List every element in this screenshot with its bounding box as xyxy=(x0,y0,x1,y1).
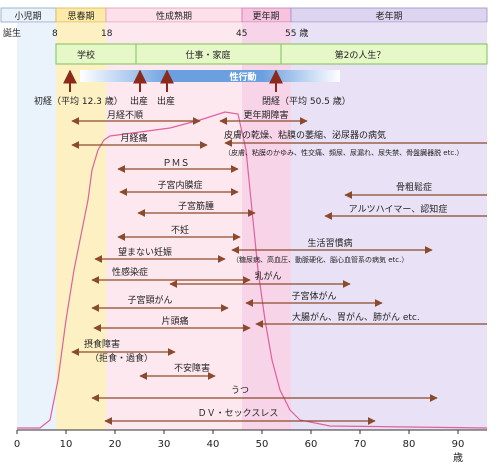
depression-label: うつ xyxy=(231,385,249,396)
skin-mucosa-note: （皮膚、粘膜のかゆみ、性交痛、頻尿、尿漏れ、尿失禁、骨盤臓器脱 etc.） xyxy=(224,148,463,157)
x-tick-label: 0 xyxy=(14,439,20,450)
sti-label: 性感染症 xyxy=(112,266,148,278)
birth2-label: 出産 xyxy=(157,95,175,107)
social-second-life-box xyxy=(280,43,488,65)
hormone-curve xyxy=(17,111,488,429)
sexual-activity-label: 性行動 xyxy=(229,71,256,83)
endometrial-cancer-label: 子宮体がん xyxy=(291,290,336,302)
x-tick-label: 70 xyxy=(354,439,367,450)
age-mark-8: 8 xyxy=(52,29,58,39)
skin-mucosa-label: 皮膚の乾燥、粘膜の萎縮、泌尿器の病気 xyxy=(224,129,386,141)
x-tick-label: 30 xyxy=(158,439,171,450)
osteoporosis-label: 骨粗鬆症 xyxy=(396,181,432,193)
menopause-label: 閉経（平均 50.5 歳） xyxy=(262,95,351,107)
social-school-box xyxy=(55,43,137,65)
stage-label-senescence: 老年期 xyxy=(375,10,402,22)
birth-label: 誕生 xyxy=(3,27,21,39)
migraine-label: 片頭痛 xyxy=(161,315,188,327)
dv-sexless-label: ＤＶ・セックスレス xyxy=(198,408,279,419)
x-axis-unit: 歳 xyxy=(453,452,463,464)
x-axis: 0 10 20 30 40 50 60 70 80 90 歳 xyxy=(14,429,487,464)
alzheimers-label: アルツハイマー、認知症 xyxy=(349,203,448,215)
social-school-label: 学校 xyxy=(77,49,95,61)
x-tick-label: 50 xyxy=(256,439,269,450)
x-tick-label: 20 xyxy=(109,439,122,450)
age-mark-45: 45 xyxy=(236,29,247,39)
social-work-label: 仕事・家庭 xyxy=(185,49,230,61)
menopause-disorder-label: 更年期障害 xyxy=(243,109,288,121)
endometriosis-label: 子宮内膜症 xyxy=(157,179,202,191)
x-tick-label: 80 xyxy=(403,439,416,450)
stage-header: 小児期 思春期 性成熟期 更年期 老年期 xyxy=(0,7,488,23)
x-tick-label: 60 xyxy=(305,439,318,450)
anxiety-disorder-label: 不安障害 xyxy=(174,362,210,374)
irregular-period-label: 月経不順 xyxy=(107,109,143,121)
stage-bg-puberty xyxy=(56,23,106,430)
stage-header-senescence xyxy=(290,7,488,23)
x-tick-label: 40 xyxy=(207,439,220,450)
infertility-label: 不妊 xyxy=(171,224,189,236)
stage-label-puberty: 思春期 xyxy=(67,10,94,22)
lifestyle-disease-label: 生活習慣病 xyxy=(307,237,352,249)
social-role-bar: 学校 仕事・家庭 第2の人生？ xyxy=(55,43,488,65)
stage-bg-menopause xyxy=(242,23,291,430)
milestone-arrows xyxy=(63,69,283,92)
stage-bg-childhood xyxy=(17,23,56,430)
birth1-label: 出産 xyxy=(130,95,148,107)
x-tick-label: 10 xyxy=(60,439,73,450)
conditions-layer: 月経不順 更年期障害 月経痛 皮膚の乾燥、粘膜の萎縮、泌尿器の病気 （皮膚、粘膜… xyxy=(71,109,487,425)
stage-label-maturity: 性成熟期 xyxy=(156,10,192,22)
stage-bg-maturity xyxy=(106,23,242,430)
fibroids-label: 子宮筋腫 xyxy=(178,200,214,212)
x-axis-ticks xyxy=(16,430,459,434)
stage-label-childhood: 小児期 xyxy=(14,11,41,22)
other-cancers-label: 大腸がん、胃がん、肺がん etc. xyxy=(292,311,420,323)
eating-disorder-note: （拒食・過食） xyxy=(90,352,153,364)
x-tick-label: 90 xyxy=(452,439,465,450)
pms-label: ＰＭＳ xyxy=(162,159,189,169)
sexual-activity-bar xyxy=(80,70,340,82)
unwanted-pregnancy-label: 望まない妊娠 xyxy=(118,246,172,258)
menstrual-pain-label: 月経痛 xyxy=(120,132,147,144)
lifestyle-disease-note: （糖尿病、高血圧、動脈硬化、脳心血管系の病気 etc.） xyxy=(232,255,408,264)
age-mark-18: 18 xyxy=(101,29,113,39)
eating-disorder-label: 摂食障害 xyxy=(84,338,120,350)
social-second-life-label: 第2の人生？ xyxy=(335,49,386,61)
breast-cancer-label: 乳がん xyxy=(254,270,281,282)
stage-bg-senescence xyxy=(291,23,487,430)
menarche-label: 初経（平均 12.3 歳） xyxy=(34,95,123,107)
age-mark-55: 55 歳 xyxy=(285,27,308,39)
stage-label-menopause: 更年期 xyxy=(252,10,279,22)
cervical-cancer-label: 子宮頸がん xyxy=(127,294,172,306)
